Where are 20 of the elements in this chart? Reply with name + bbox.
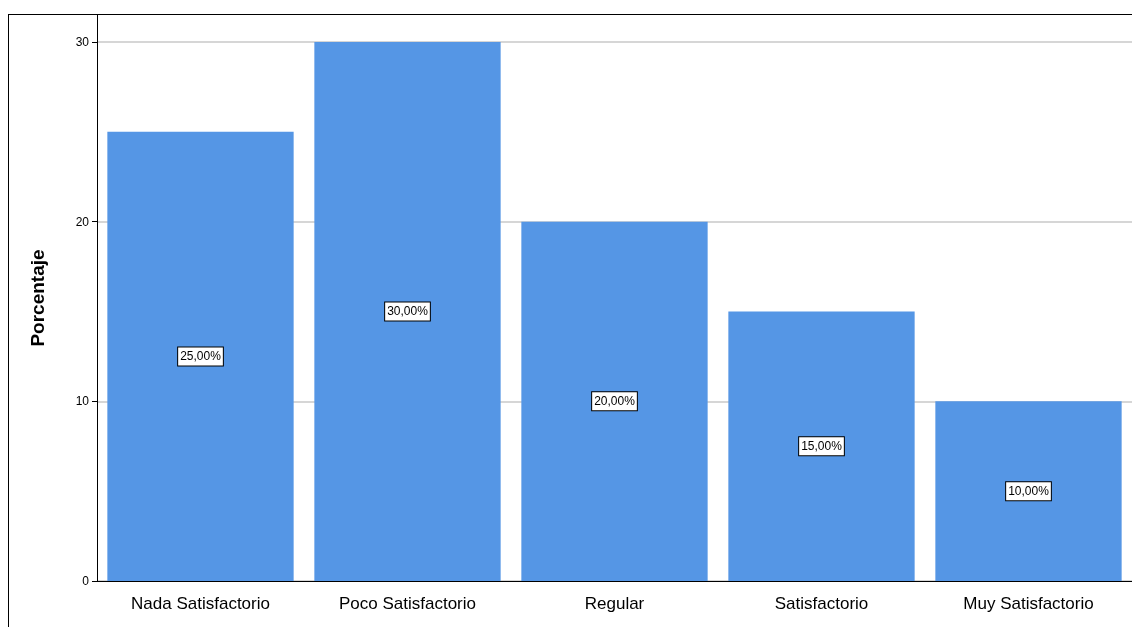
- y-tick-label: 20: [75, 214, 90, 229]
- y-tick-label: 10: [75, 394, 90, 409]
- data-label: 30,00%: [387, 304, 429, 319]
- y-axis-title: Porcentaje: [27, 249, 48, 347]
- bar: [935, 401, 1122, 581]
- data-label: 15,00%: [801, 439, 843, 454]
- x-tick-label: Poco Satisfactorio: [338, 594, 477, 613]
- bar: [728, 311, 915, 581]
- x-tick-label: Satisfactorio: [774, 594, 869, 613]
- data-label: 25,00%: [180, 349, 222, 364]
- y-tick-label: 0: [82, 574, 90, 588]
- data-label: 10,00%: [1008, 484, 1050, 499]
- data-label: 20,00%: [594, 394, 636, 409]
- bar: [314, 41, 501, 581]
- y-tick-label: 30: [75, 34, 90, 49]
- x-tick-label: Regular: [584, 594, 645, 613]
- x-tick-label: Nada Satisfactorio: [131, 594, 270, 613]
- bar: [521, 221, 708, 581]
- bar: [107, 131, 294, 581]
- x-tick-label: Muy Satisfactorio: [963, 594, 1094, 613]
